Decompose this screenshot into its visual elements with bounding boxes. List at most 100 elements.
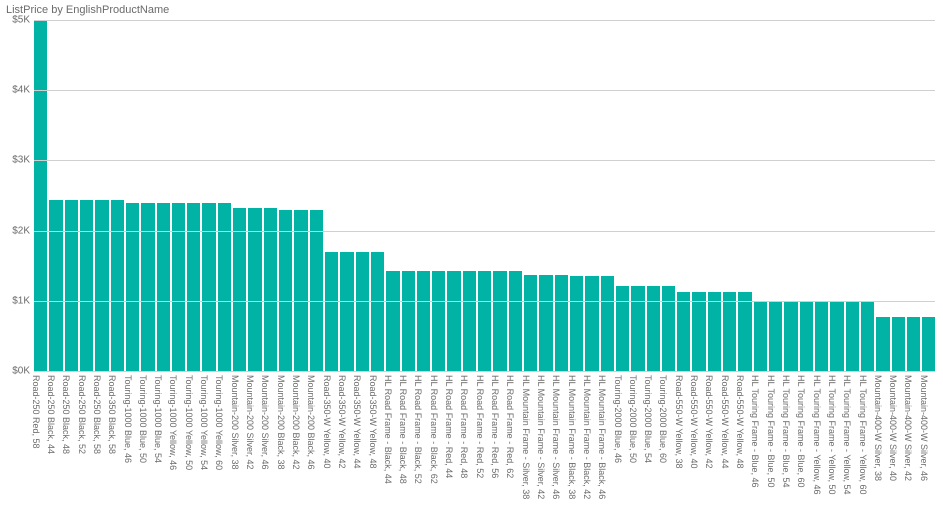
- bar[interactable]: [784, 301, 797, 371]
- bar[interactable]: [800, 301, 813, 371]
- bar[interactable]: [570, 276, 583, 371]
- bar[interactable]: [294, 210, 307, 371]
- bar[interactable]: [202, 203, 215, 371]
- bars-container: [34, 20, 935, 371]
- x-tick-label: Mountain-200 Silver, 46: [260, 375, 270, 470]
- bar[interactable]: [876, 317, 889, 371]
- bar[interactable]: [524, 275, 537, 371]
- bar-slot: [340, 20, 353, 371]
- bar[interactable]: [616, 286, 629, 371]
- bar[interactable]: [264, 208, 277, 371]
- bar[interactable]: [172, 203, 185, 371]
- bar-slot: [264, 20, 277, 371]
- x-tick-label: HL Mountain Frame - Silver, 46: [551, 375, 561, 499]
- bar-slot: [692, 20, 705, 371]
- bar[interactable]: [846, 301, 859, 371]
- bar[interactable]: [325, 252, 338, 371]
- bar-slot: [126, 20, 139, 371]
- bar[interactable]: [509, 271, 522, 371]
- x-tick-label: Touring-2000 Blue, 60: [658, 375, 668, 463]
- bar[interactable]: [80, 200, 93, 371]
- bar[interactable]: [157, 203, 170, 371]
- x-slot: HL Touring Frame - Yellow, 54: [846, 375, 859, 514]
- bar-slot: [677, 20, 690, 371]
- bar-slot: [555, 20, 568, 371]
- bar[interactable]: [310, 210, 323, 371]
- bar-slot: [846, 20, 859, 371]
- x-tick-label: HL Mountain Frame - Black, 46: [597, 375, 607, 499]
- bar[interactable]: [677, 292, 690, 371]
- bar[interactable]: [493, 271, 506, 371]
- bar[interactable]: [555, 275, 568, 371]
- bar[interactable]: [478, 271, 491, 371]
- bar[interactable]: [708, 292, 721, 371]
- bar-slot: [157, 20, 170, 371]
- bar[interactable]: [126, 203, 139, 371]
- bar[interactable]: [723, 292, 736, 371]
- bar[interactable]: [585, 276, 598, 371]
- bar[interactable]: [65, 200, 78, 371]
- bar[interactable]: [141, 203, 154, 371]
- bar[interactable]: [371, 252, 384, 371]
- bar[interactable]: [861, 301, 874, 371]
- grid-line: [34, 231, 935, 232]
- x-tick-label: HL Touring Frame - Blue, 60: [796, 375, 806, 488]
- bar[interactable]: [922, 317, 935, 371]
- bar-slot: [815, 20, 828, 371]
- bar[interactable]: [218, 203, 231, 371]
- bar[interactable]: [187, 203, 200, 371]
- bar[interactable]: [601, 276, 614, 371]
- grid-line: [34, 90, 935, 91]
- bar[interactable]: [830, 301, 843, 371]
- bar[interactable]: [417, 271, 430, 371]
- x-tick-label: HL Touring Frame - Yellow, 46: [812, 375, 822, 495]
- bar-slot: [769, 20, 782, 371]
- bar[interactable]: [907, 317, 920, 371]
- bar[interactable]: [340, 252, 353, 371]
- bar-slot: [784, 20, 797, 371]
- x-tick-label: Mountain-400-W Silver, 38: [873, 375, 883, 481]
- x-slot: HL Road Frame - Red, 62: [509, 375, 522, 514]
- bar[interactable]: [662, 286, 675, 371]
- x-tick-label: Touring-1000 Yellow, 50: [184, 375, 194, 470]
- x-tick-label: HL Road Frame - Black, 44: [383, 375, 393, 484]
- x-tick-label: Road-550-W Yellow, 48: [735, 375, 745, 469]
- bar[interactable]: [111, 200, 124, 371]
- bar-slot: [861, 20, 874, 371]
- bar[interactable]: [754, 301, 767, 371]
- bar-slot: [310, 20, 323, 371]
- bar[interactable]: [815, 301, 828, 371]
- bar[interactable]: [539, 275, 552, 371]
- bar[interactable]: [631, 286, 644, 371]
- x-tick-label: Road-250 Black, 52: [77, 375, 87, 454]
- bar[interactable]: [647, 286, 660, 371]
- bar[interactable]: [463, 271, 476, 371]
- x-tick-label: HL Touring Frame - Yellow, 54: [842, 375, 852, 495]
- bar[interactable]: [432, 271, 445, 371]
- x-tick-label: Touring-2000 Blue, 46: [613, 375, 623, 463]
- bar[interactable]: [34, 20, 47, 371]
- y-tick-label: $5K: [12, 15, 30, 26]
- bar[interactable]: [892, 317, 905, 371]
- x-slot: HL Mountain Frame - Black, 46: [601, 375, 614, 514]
- bar[interactable]: [769, 301, 782, 371]
- grid-line: [34, 160, 935, 161]
- bar[interactable]: [386, 271, 399, 371]
- x-tick-label: Touring-2000 Blue, 50: [628, 375, 638, 463]
- bar[interactable]: [738, 292, 751, 371]
- bar-slot: [233, 20, 246, 371]
- bar[interactable]: [692, 292, 705, 371]
- bar[interactable]: [95, 200, 108, 371]
- bar[interactable]: [402, 271, 415, 371]
- x-tick-label: Mountain-400-W Silver, 42: [903, 375, 913, 481]
- bar[interactable]: [233, 208, 246, 371]
- bar[interactable]: [279, 210, 292, 371]
- bar[interactable]: [248, 208, 261, 371]
- x-tick-label: HL Mountain Frame - Silver, 42: [536, 375, 546, 499]
- bar-slot: [892, 20, 905, 371]
- x-tick-label: Road-350-W Yellow, 42: [337, 375, 347, 469]
- bar[interactable]: [447, 271, 460, 371]
- bar[interactable]: [356, 252, 369, 371]
- bar[interactable]: [49, 200, 62, 371]
- bar-slot: [34, 20, 47, 371]
